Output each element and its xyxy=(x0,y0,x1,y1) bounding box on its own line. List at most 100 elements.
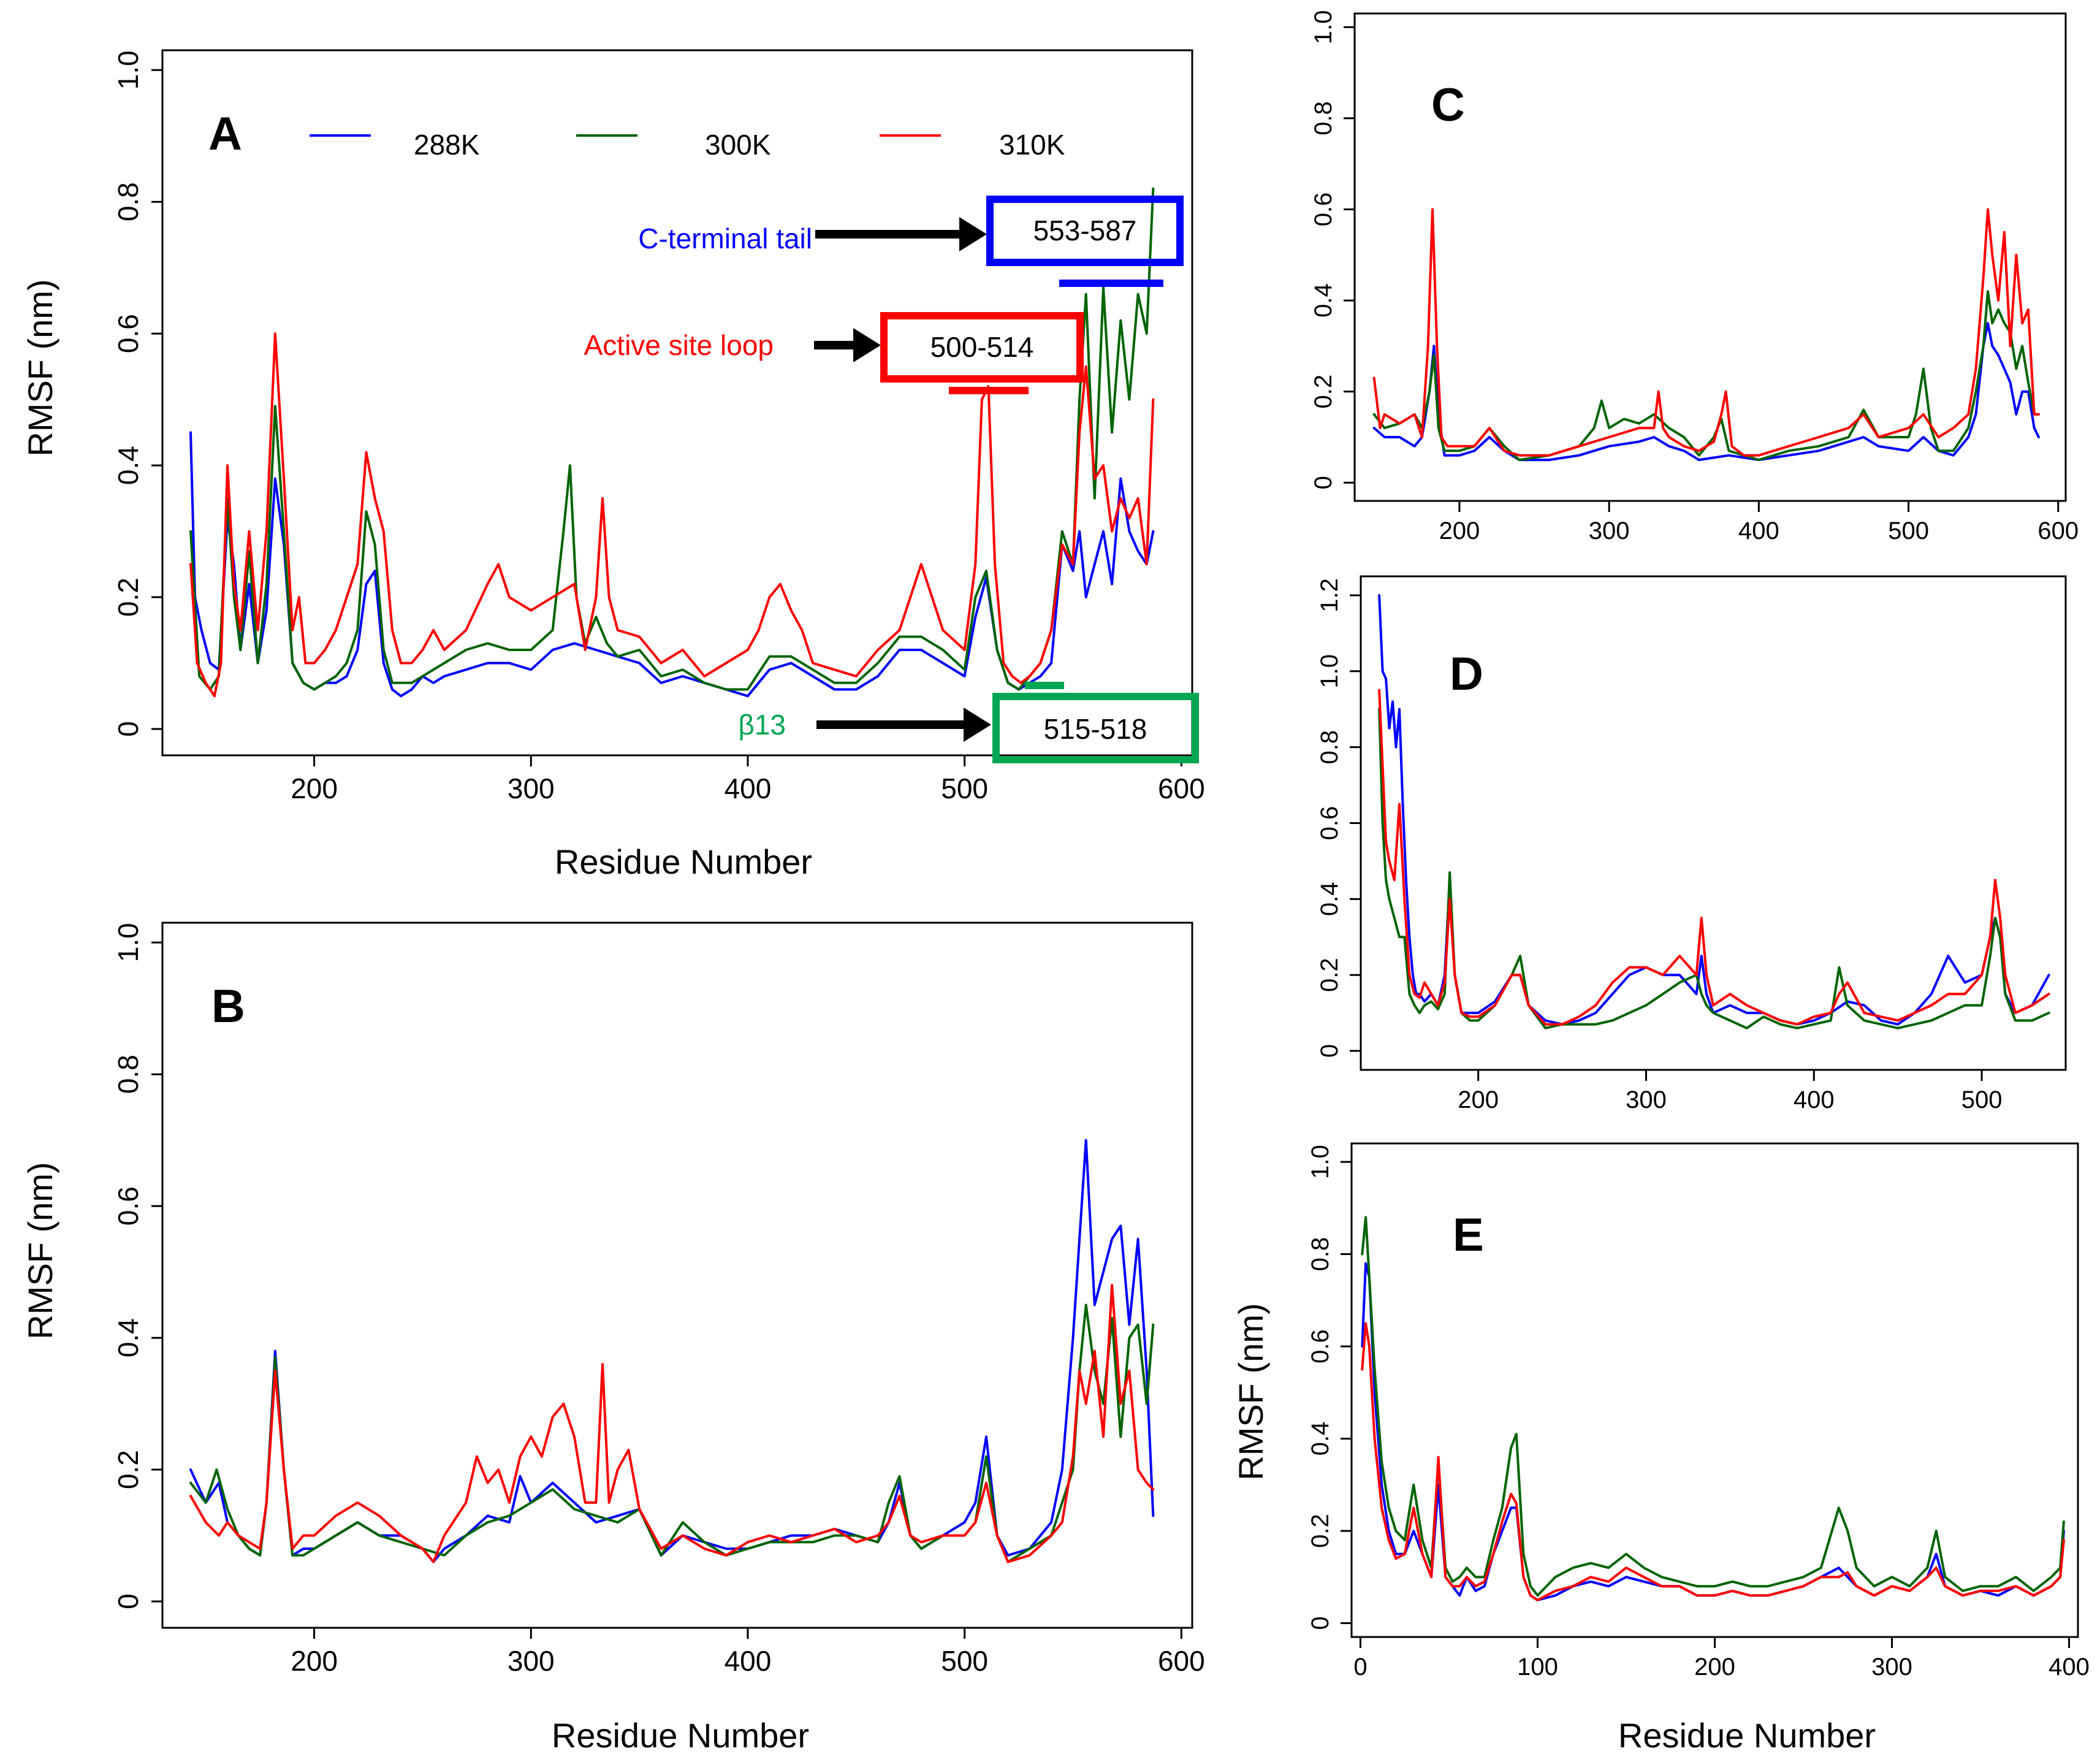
panel-b-series-300k xyxy=(189,1303,1155,1563)
panel-a-ylabel: RMSF (nm) xyxy=(21,279,59,456)
panel-b-series-288k xyxy=(189,1139,1155,1563)
panel-b-xtick-label: 500 xyxy=(941,1645,988,1677)
annotation-active-site-range: 500-514 xyxy=(930,331,1034,363)
panel-b-ylabel: RMSF (nm) xyxy=(21,1162,59,1339)
panel-d-ticks: 200 300 400 500 0 0.2 0.4 0.6 0.8 1.0 1.2 xyxy=(1316,578,2002,1113)
legend-label-288k: 288K xyxy=(414,129,480,161)
panel-e-ytick-label: 0 xyxy=(1307,1616,1334,1630)
annotation-beta-13: β13 515-518 xyxy=(738,682,1199,763)
panel-a-letter: A xyxy=(208,108,242,160)
panel-e-ylabel: RMSF (nm) xyxy=(1231,1303,1270,1480)
panel-a-frame xyxy=(161,49,1193,757)
panel-e-ytick-label: 0.6 xyxy=(1307,1329,1334,1364)
annotation-active-site-box xyxy=(880,312,1084,383)
legend-label-310k: 310K xyxy=(999,129,1065,161)
panel-a-xtick-label: 500 xyxy=(941,773,988,804)
panel-d-xtick-label: 400 xyxy=(1794,1086,1835,1113)
annotation-beta-13-range: 515-518 xyxy=(1044,713,1147,745)
annotation-c-terminal-tail: C-terminal tail 553-587 xyxy=(638,196,1184,287)
panel-c-xtick-label: 200 xyxy=(1439,517,1480,544)
panel-c-ytick-label: 1.0 xyxy=(1310,10,1337,44)
panel-c-xtick-label: 300 xyxy=(1589,517,1630,544)
annotation-c-terminal-range: 553-587 xyxy=(1033,215,1137,246)
panel-c-ytick-label: 0.8 xyxy=(1310,101,1337,135)
panel-a-xtick-label: 400 xyxy=(725,773,772,804)
panel-c-xtick-label: 400 xyxy=(1738,517,1779,544)
panel-e-xtick-label: 200 xyxy=(1694,1654,1735,1681)
annotation-active-site-arrowhead xyxy=(853,328,881,362)
panel-b-xtick-label: 400 xyxy=(725,1645,772,1677)
panel-a-ytick-label: 1.0 xyxy=(112,50,144,90)
panel-e-ytick-label: 0.4 xyxy=(1307,1422,1334,1456)
panel-b-ytick-label: 0.2 xyxy=(112,1450,144,1489)
panel-c-ytick-label: 0.2 xyxy=(1310,375,1337,409)
panel-e-ytick-label: 0.2 xyxy=(1307,1514,1334,1548)
panel-b-ytick-label: 0.8 xyxy=(112,1055,144,1094)
panel-e-ytick-label: 0.8 xyxy=(1307,1237,1334,1272)
panel-e-ticks: 0 100 200 300 400 0 0.2 0.4 0.6 0.8 1.0 xyxy=(1307,1145,2090,1681)
panel-d-ytick-label: 0.8 xyxy=(1316,730,1343,765)
panel-a-series-310k xyxy=(189,332,1155,698)
annotation-beta-13-arrowhead xyxy=(964,708,991,742)
panel-b-ticks: 200 300 400 500 600 0 0.2 0.4 0.6 0.8 1.0 xyxy=(112,923,1205,1677)
panel-e-xtick-label: 0 xyxy=(1353,1654,1367,1681)
panel-d-series-288k xyxy=(1378,594,2050,1026)
panel-d-ytick-label: 1.2 xyxy=(1316,578,1343,612)
panel-e-series-300k xyxy=(1361,1216,2065,1597)
panel-d-xtick-label: 200 xyxy=(1458,1086,1499,1113)
panel-c-series xyxy=(1372,208,2040,462)
panel-a-ytick-label: 0 xyxy=(112,721,144,737)
panel-e-series-310k xyxy=(1361,1322,2065,1601)
panel-b-ytick-label: 0 xyxy=(112,1593,144,1609)
panel-a-ytick-label: 0.4 xyxy=(112,446,144,485)
panel-a-xlabel: Residue Number xyxy=(555,842,812,881)
panel-a-xtick-label: 300 xyxy=(508,773,555,804)
panel-c-series-300k xyxy=(1372,290,2040,462)
panel-a-xtick-label: 600 xyxy=(1158,773,1205,804)
panel-b-ytick-label: 1.0 xyxy=(112,923,144,962)
panel-d-ytick-label: 0.6 xyxy=(1316,806,1343,841)
panel-b-ytick-label: 0.4 xyxy=(112,1318,144,1357)
panel-c-frame xyxy=(1353,12,2067,502)
annotation-active-site-loop: Active site loop 500-514 xyxy=(584,312,1084,394)
panel-c-xtick-label: 600 xyxy=(2037,517,2079,544)
panel-d-ytick-label: 0.4 xyxy=(1316,882,1343,917)
panel-a-ytick-label: 0.2 xyxy=(112,578,144,617)
annotation-c-terminal-box xyxy=(986,196,1184,266)
panel-c-series-310k xyxy=(1372,208,2040,457)
panel-d: 200 300 400 500 0 0.2 0.4 0.6 0.8 1.0 1.2 D xyxy=(1316,575,2067,1113)
panel-b-ytick-label: 0.6 xyxy=(112,1186,144,1226)
panel-d-series-310k xyxy=(1378,689,2050,1026)
panel-c-series-288k xyxy=(1372,322,2040,462)
panel-d-ytick-label: 0 xyxy=(1316,1044,1343,1058)
panel-a-xtick-label: 200 xyxy=(291,773,338,804)
panel-c-ytick-label: 0 xyxy=(1310,476,1337,489)
annotation-c-terminal-label: C-terminal tail xyxy=(638,223,812,254)
panel-a-ticks: 200 300 400 500 600 0 0.2 0.4 0.6 0.8 1.0 xyxy=(112,50,1205,804)
annotation-c-terminal-arrowhead xyxy=(959,217,987,251)
panel-e-xlabel: Residue Number xyxy=(1618,1716,1876,1755)
legend: 288K 300K 310K xyxy=(310,129,1065,161)
panel-d-ytick-label: 1.0 xyxy=(1316,654,1343,689)
panel-d-xtick-label: 500 xyxy=(1961,1086,2003,1113)
panel-e-xtick-label: 300 xyxy=(1871,1654,1912,1681)
panel-c-ytick-label: 0.4 xyxy=(1310,283,1337,318)
panel-a-ytick-label: 0.6 xyxy=(112,314,144,353)
panel-c-ticks: 200 300 400 500 600 0 0.2 0.4 0.6 0.8 1.0 xyxy=(1310,10,2079,544)
panel-d-series xyxy=(1378,594,2050,1029)
panel-e-series xyxy=(1361,1216,2065,1601)
panel-b-xtick-label: 300 xyxy=(508,1645,555,1677)
panel-b-xtick-label: 200 xyxy=(291,1645,338,1677)
annotation-beta-13-box xyxy=(992,693,1199,763)
annotation-active-site-label: Active site loop xyxy=(584,329,774,361)
panel-b-xlabel: Residue Number xyxy=(552,1716,809,1755)
panel-b-frame xyxy=(161,921,1193,1629)
annotation-beta-13-label: β13 xyxy=(738,709,786,741)
panel-e-xtick-label: 100 xyxy=(1517,1654,1558,1681)
panel-e: 0 100 200 300 400 0 0.2 0.4 0.6 0.8 1.0 E Residue … xyxy=(1231,1142,2090,1755)
panel-c-xtick-label: 500 xyxy=(1888,517,1929,544)
panel-e-xtick-label: 400 xyxy=(2049,1654,2090,1681)
panel-d-letter: D xyxy=(1450,648,1483,700)
panel-e-letter: E xyxy=(1453,1209,1484,1261)
